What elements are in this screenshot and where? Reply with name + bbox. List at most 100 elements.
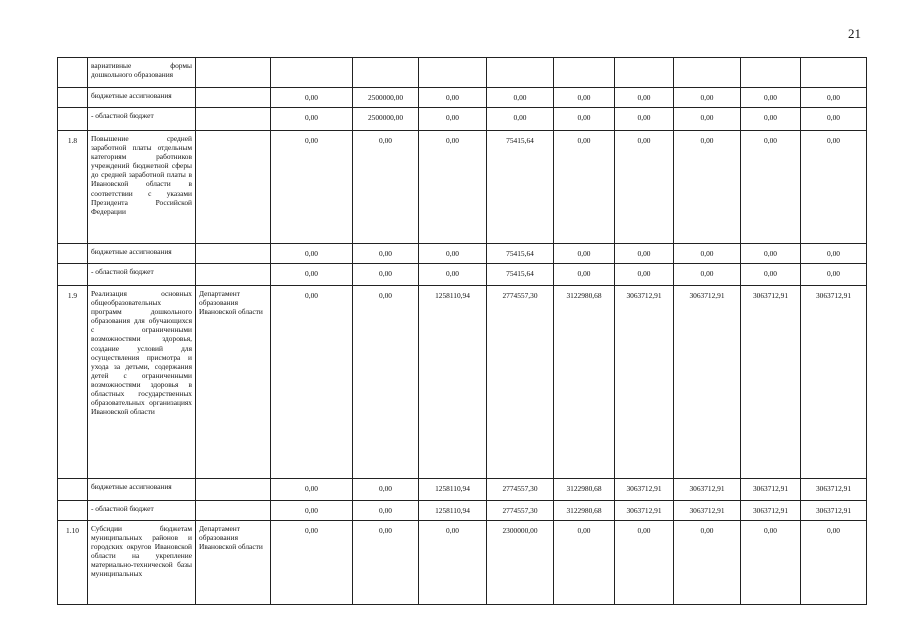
row-executor bbox=[195, 500, 271, 521]
value-cell: 3122980,68 bbox=[553, 478, 615, 501]
value-cell: 3063712,91 bbox=[800, 285, 867, 479]
value-cell: 2300000,00 bbox=[486, 520, 554, 605]
value-cell: 3122980,68 bbox=[553, 285, 615, 479]
value-cell: 0,00 bbox=[740, 243, 801, 264]
value-cell: 0,00 bbox=[352, 263, 419, 286]
value-cell: 0,00 bbox=[486, 87, 554, 108]
row-description: Повышение средней заработной платы отдел… bbox=[87, 130, 196, 244]
value-cell: 0,00 bbox=[800, 243, 867, 264]
row-description: бюджетные ассигнования bbox=[87, 478, 196, 501]
row-executor bbox=[195, 87, 271, 108]
value-cell: 2500000,00 bbox=[352, 107, 419, 131]
value-cell: 2500000,00 bbox=[352, 87, 419, 108]
value-cell: 0,00 bbox=[800, 130, 867, 244]
value-cell bbox=[418, 57, 487, 88]
table-row: 1.8 Повышение средней заработной платы от… bbox=[57, 130, 867, 244]
value-cell: 0,00 bbox=[270, 500, 353, 521]
value-cell: 0,00 bbox=[800, 107, 867, 131]
row-description: бюджетные ассигнования bbox=[87, 87, 196, 108]
value-cell: 0,00 bbox=[418, 263, 487, 286]
value-cell bbox=[614, 57, 674, 88]
value-cell: 3063712,91 bbox=[740, 500, 801, 521]
value-cell: 3122980,68 bbox=[553, 500, 615, 521]
row-description: - областной бюджет bbox=[87, 500, 196, 521]
value-cell: 0,00 bbox=[270, 285, 353, 479]
row-index bbox=[57, 87, 88, 108]
value-cell: 1258110,94 bbox=[418, 285, 487, 479]
value-cell: 0,00 bbox=[553, 520, 615, 605]
value-cell: 3063712,91 bbox=[614, 285, 674, 479]
row-index: 1.10 bbox=[57, 520, 88, 605]
row-description: вариативные формы дошкольного образовани… bbox=[87, 57, 196, 88]
table-row: - областной бюджет 0,00 0,00 1258110,94 2774… bbox=[57, 500, 867, 521]
value-cell bbox=[553, 57, 615, 88]
value-cell: 75415,64 bbox=[486, 243, 554, 264]
row-description: - областной бюджет bbox=[87, 263, 196, 286]
value-cell: 0,00 bbox=[270, 478, 353, 501]
value-cell: 0,00 bbox=[553, 263, 615, 286]
page-number: 21 bbox=[848, 26, 861, 41]
table-row: вариативные формы дошкольного образовани… bbox=[57, 57, 867, 88]
row-executor bbox=[195, 57, 271, 88]
row-index bbox=[57, 243, 88, 264]
value-cell: 0,00 bbox=[553, 130, 615, 244]
value-cell bbox=[800, 57, 867, 88]
value-cell: 0,00 bbox=[673, 263, 741, 286]
value-cell: 0,00 bbox=[800, 87, 867, 108]
value-cell: 0,00 bbox=[270, 520, 353, 605]
value-cell: 0,00 bbox=[673, 243, 741, 264]
value-cell: 3063712,91 bbox=[800, 478, 867, 501]
value-cell: 3063712,91 bbox=[673, 478, 741, 501]
value-cell: 3063712,91 bbox=[740, 285, 801, 479]
value-cell: 0,00 bbox=[352, 285, 419, 479]
row-index bbox=[57, 57, 88, 88]
value-cell: 3063712,91 bbox=[740, 478, 801, 501]
table-row: - областной бюджет 0,00 2500000,00 0,00 0,00… bbox=[57, 107, 867, 131]
row-executor bbox=[195, 243, 271, 264]
value-cell: 0,00 bbox=[352, 520, 419, 605]
value-cell: 0,00 bbox=[553, 107, 615, 131]
row-index bbox=[57, 478, 88, 501]
row-executor bbox=[195, 130, 271, 244]
value-cell: 0,00 bbox=[673, 87, 741, 108]
value-cell: 1258110,94 bbox=[418, 500, 487, 521]
value-cell bbox=[352, 57, 419, 88]
row-executor: Департамент образования Ивановской облас… bbox=[195, 520, 271, 605]
value-cell: 0,00 bbox=[614, 87, 674, 108]
table-row: 1.9 Реализация основных общеобразовательн… bbox=[57, 285, 867, 479]
row-executor bbox=[195, 478, 271, 501]
value-cell: 0,00 bbox=[270, 107, 353, 131]
value-cell: 0,00 bbox=[270, 130, 353, 244]
value-cell: 0,00 bbox=[270, 87, 353, 108]
value-cell: 3063712,91 bbox=[614, 478, 674, 501]
value-cell: 3063712,91 bbox=[800, 500, 867, 521]
row-description: бюджетные ассигнования bbox=[87, 243, 196, 264]
row-index bbox=[57, 500, 88, 521]
value-cell: 0,00 bbox=[270, 243, 353, 264]
value-cell: 0,00 bbox=[352, 478, 419, 501]
value-cell: 0,00 bbox=[486, 107, 554, 131]
row-executor bbox=[195, 263, 271, 286]
value-cell: 0,00 bbox=[614, 107, 674, 131]
value-cell: 0,00 bbox=[800, 520, 867, 605]
value-cell: 0,00 bbox=[740, 520, 801, 605]
budget-table: вариативные формы дошкольного образовани… bbox=[57, 57, 867, 605]
value-cell: 2774557,30 bbox=[486, 500, 554, 521]
value-cell: 0,00 bbox=[614, 130, 674, 244]
value-cell: 0,00 bbox=[418, 520, 487, 605]
value-cell bbox=[740, 57, 801, 88]
row-executor bbox=[195, 107, 271, 131]
value-cell bbox=[486, 57, 554, 88]
row-description: Субсидии бюджетам муниципальных районов … bbox=[87, 520, 196, 605]
row-executor: Департамент образования Ивановской облас… bbox=[195, 285, 271, 479]
value-cell: 0,00 bbox=[418, 87, 487, 108]
value-cell: 0,00 bbox=[800, 263, 867, 286]
row-description: Реализация основных общеобразовательных … bbox=[87, 285, 196, 479]
value-cell: 0,00 bbox=[352, 500, 419, 521]
row-index bbox=[57, 263, 88, 286]
value-cell: 0,00 bbox=[673, 130, 741, 244]
value-cell: 75415,64 bbox=[486, 263, 554, 286]
value-cell: 0,00 bbox=[673, 107, 741, 131]
value-cell: 0,00 bbox=[614, 520, 674, 605]
value-cell bbox=[673, 57, 741, 88]
